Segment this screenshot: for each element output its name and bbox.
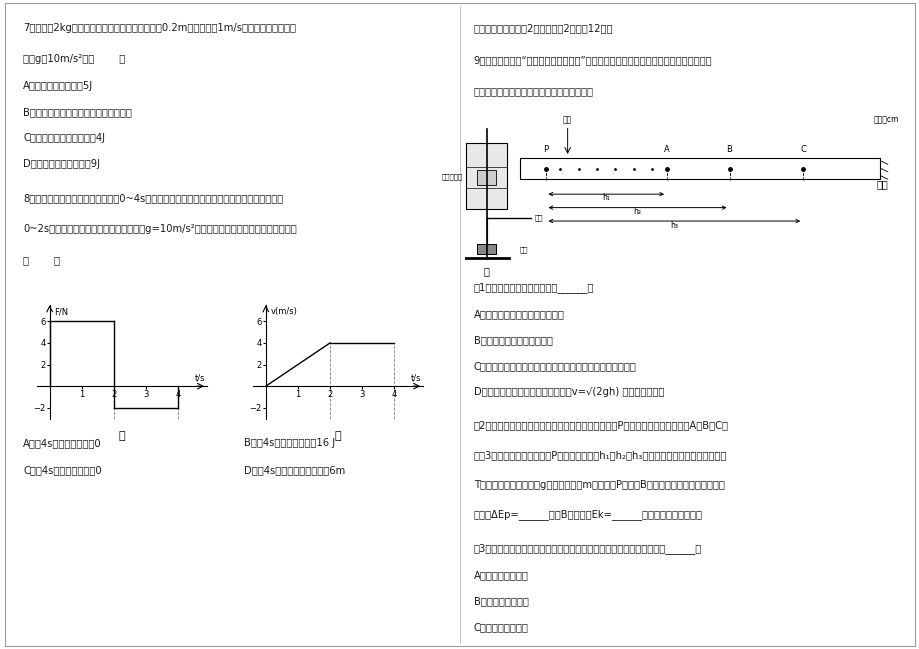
Text: h₁: h₁ — [602, 193, 609, 202]
Text: （2）实验中得到一条点迹清晰的纸带如图乙所示，打P点时，重物的速度为零，A、B、C为: （2）实验中得到一条点迹清晰的纸带如图乙所示，打P点时，重物的速度为零，A、B、… — [473, 420, 728, 430]
Text: 甲: 甲 — [119, 431, 125, 441]
Text: 是（g取10m/s²）（        ）: 是（g取10m/s²）（ ） — [23, 54, 125, 64]
Text: （3）实验中发现重物增加的动能略小于减少的重力势能，其主要原因是______。: （3）实验中发现重物增加的动能略小于减少的重力势能，其主要原因是______。 — [473, 543, 701, 554]
Text: C: C — [800, 145, 805, 154]
Text: D．为获得重锤的动能，应使用公式v=√(2gh) 算得重锤的速度: D．为获得重锤的动能，应使用公式v=√(2gh) 算得重锤的速度 — [473, 387, 664, 397]
Text: B．重物的体积过小: B．重物的体积过小 — [473, 596, 528, 606]
Text: 甲: 甲 — [483, 266, 489, 276]
Text: D．前4s内物块的位移大小为6m: D．前4s内物块的位移大小为6m — [244, 465, 345, 475]
Text: C．更换纸带后的每次操作都必须要先接通电源，后释放纸带: C．更换纸带后的每次操作都必须要先接通电源，后释放纸带 — [473, 361, 636, 371]
Text: 乙: 乙 — [335, 431, 341, 441]
Text: v(m/s): v(m/s) — [270, 307, 297, 316]
Text: T，当地的重力加速度为g，重物质量为m，则从打P点到打B点的过程中，重物的重力势能: T，当地的重力加速度为g，重物质量为m，则从打P点到打B点的过程中，重物的重力势… — [473, 480, 724, 489]
Bar — [477, 244, 495, 254]
Text: 纸带: 纸带 — [562, 116, 572, 125]
Text: （1）对该实验的描述正确的是______。: （1）对该实验的描述正确的是______。 — [473, 282, 594, 293]
Text: F/N: F/N — [54, 307, 69, 316]
Text: C．电源的电压偏低: C．电源的电压偏低 — [473, 622, 528, 632]
Text: A．重物的质量过大: A．重物的质量过大 — [473, 570, 528, 580]
Text: 0~2s内速度图像如图乙所示，重力加速度g=10m/s²，关于物块的运动，下列说法正确的是: 0~2s内速度图像如图乙所示，重力加速度g=10m/s²，关于物块的运动，下列说… — [23, 224, 297, 234]
Text: C．物体克服重力做的功为4J: C．物体克服重力做的功为4J — [23, 133, 105, 143]
Text: B．前4s内拉力做的功为16 J: B．前4s内拉力做的功为16 J — [244, 438, 335, 448]
Text: 夹子: 夹子 — [534, 215, 542, 221]
Text: A．第4s末物块的速度为0: A．第4s末物块的速度为0 — [23, 438, 101, 448]
Text: 乙。: 乙。 — [875, 179, 887, 190]
Text: A: A — [664, 145, 669, 154]
Text: P: P — [542, 145, 548, 154]
Text: 减少量ΔEp=______，在B点的动能Ek=______；（用题中符号表示）: 减少量ΔEp=______，在B点的动能Ek=______；（用题中符号表示） — [473, 509, 702, 520]
Text: t/s: t/s — [411, 374, 421, 383]
Text: D．重物及纸带在下落时受到阻力: D．重物及纸带在下落时受到阻力 — [473, 648, 565, 649]
Text: 重物: 重物 — [519, 246, 528, 252]
Bar — [477, 170, 495, 185]
Text: 三、实验题（本题共2小题，每切2分，共12分）: 三、实验题（本题共2小题，每切2分，共12分） — [473, 23, 613, 32]
Text: h₃: h₃ — [670, 221, 677, 230]
Bar — [519, 158, 879, 179]
Text: C．前4s内拉力的冲量为0: C．前4s内拉力的冲量为0 — [23, 465, 101, 475]
Text: B．实验中必须测量重锤质量: B．实验中必须测量重锤质量 — [473, 336, 552, 345]
Text: 纸带做自由落体运动，验证机械能守恒定律。: 纸带做自由落体运动，验证机械能守恒定律。 — [473, 86, 593, 96]
Text: 8．一物块静止在粗糙水平地面上，0~4s内所受水平拉力随时间的变化关系图像如图甲所示，: 8．一物块静止在粗糙水平地面上，0~4s内所受水平拉力随时间的变化关系图像如图甲… — [23, 193, 283, 202]
Text: 分别3个连续点，测得它们到P点的距离分别为h₁、h₂、h₃。已知打点计时器打点的周期为: 分别3个连续点，测得它们到P点的距离分别为h₁、h₂、h₃。已知打点计时器打点的… — [473, 450, 726, 459]
Text: B: B — [726, 145, 732, 154]
Text: 7．质量为2kg的物体被人由静止开始向上提升。0.2m后速度达到1m/s，则下列判断正确的: 7．质量为2kg的物体被人由静止开始向上提升。0.2m后速度达到1m/s，则下列… — [23, 23, 296, 32]
Bar — [466, 143, 506, 209]
Text: 打点计时器: 打点计时器 — [441, 173, 462, 180]
Text: 单位：cm: 单位：cm — [872, 116, 898, 125]
Text: t/s: t/s — [195, 374, 205, 383]
Text: h₂: h₂ — [633, 206, 641, 215]
Text: A．重锤必须选择质量较小的重物: A．重锤必须选择质量较小的重物 — [473, 310, 564, 319]
Text: 9．如图所示，在“验证机械能守恒定律”的实验中，让重锤拖着穿过打点计时器限位孔的: 9．如图所示，在“验证机械能守恒定律”的实验中，让重锤拖着穿过打点计时器限位孔的 — [473, 55, 711, 65]
Text: （        ）: （ ） — [23, 255, 60, 265]
Text: A．人对物体做的功为5J: A．人对物体做的功为5J — [23, 81, 93, 91]
Text: D．合力对物体做的功为9J: D．合力对物体做的功为9J — [23, 159, 100, 169]
Text: B．人对物体做的功等于物体势能的增量: B．人对物体做的功等于物体势能的增量 — [23, 107, 131, 117]
